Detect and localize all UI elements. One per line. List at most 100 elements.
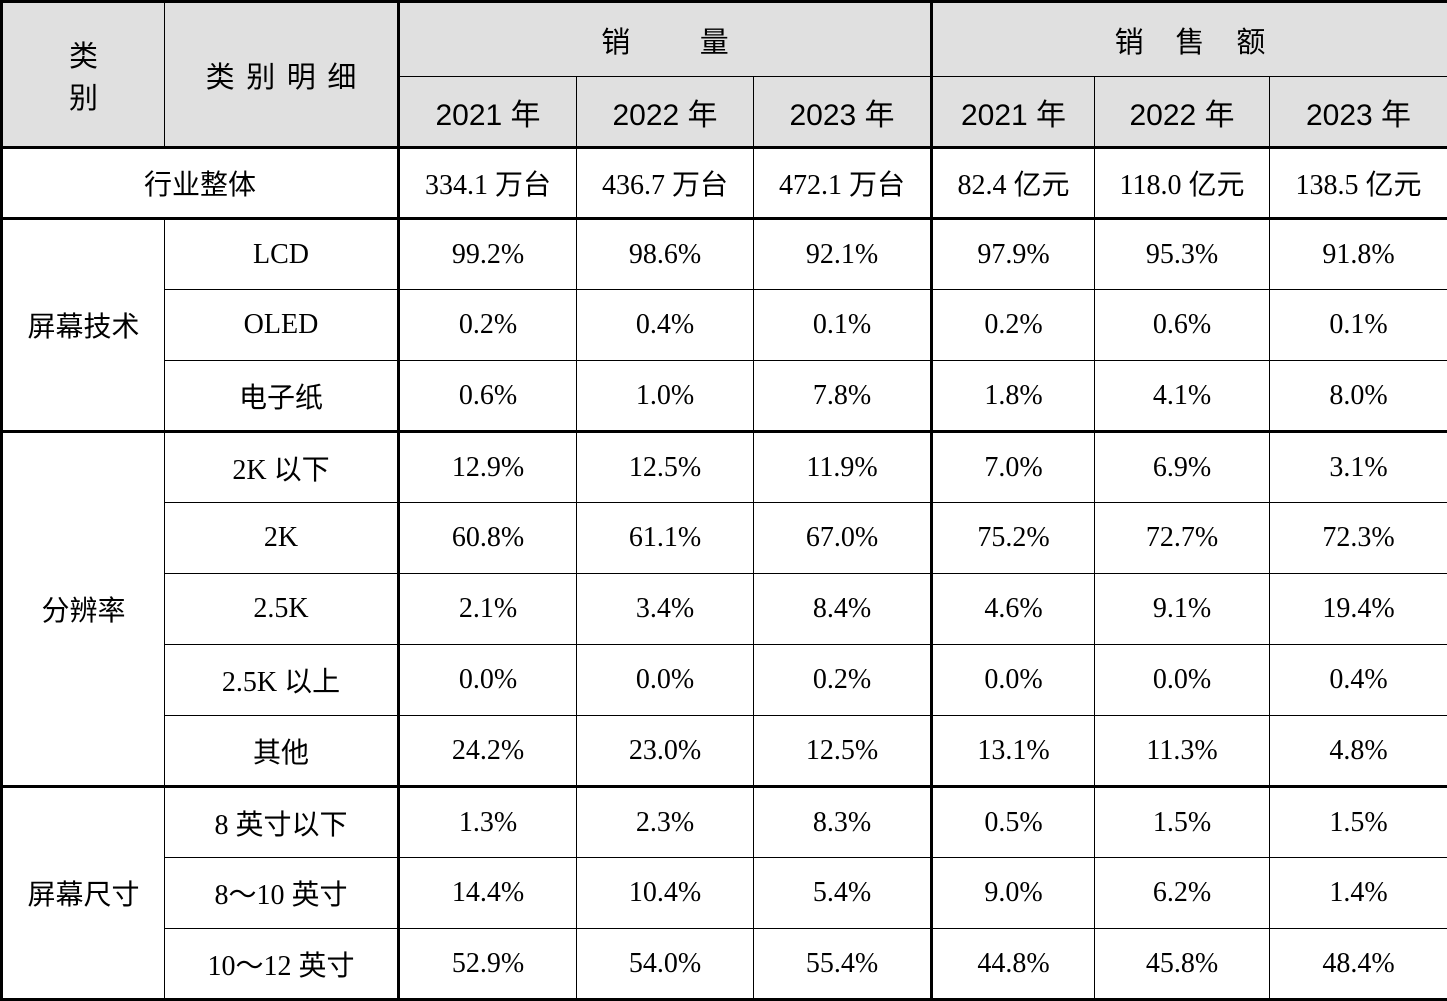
section-category-screen-size: 屏幕尺寸 [2,787,165,1000]
table-row: 分辨率 2K 以下 12.9% 12.5% 11.9% 7.0% 6.9% 3.… [2,432,1447,503]
value-cell: 72.7% [1095,503,1270,574]
value-cell: 92.1% [754,219,932,290]
value-cell: 11.9% [754,432,932,503]
value-cell: 52.9% [399,929,577,1000]
value-cell: 7.0% [932,432,1095,503]
header-year-volume-2023: 2023 年 [754,77,932,148]
value-cell: 12.9% [399,432,577,503]
value-cell: 1.5% [1095,787,1270,858]
detail-cell: 2K [165,503,399,574]
value-cell: 0.1% [754,290,932,361]
detail-cell: 其他 [165,716,399,787]
detail-cell: 电子纸 [165,361,399,432]
value-cell: 24.2% [399,716,577,787]
value-cell: 12.5% [577,432,754,503]
value-cell: 9.1% [1095,574,1270,645]
value-cell: 0.1% [1270,290,1447,361]
value-cell: 0.4% [1270,645,1447,716]
value-cell: 10.4% [577,858,754,929]
value-cell: 8.0% [1270,361,1447,432]
value-cell: 1.5% [1270,787,1447,858]
industry-overall-label: 行业整体 [2,148,399,219]
value-cell: 0.0% [399,645,577,716]
detail-cell: 8～10 英寸 [165,858,399,929]
detail-cell: 10～12 英寸 [165,929,399,1000]
value-cell: 1.0% [577,361,754,432]
table-row: 10～12 英寸 52.9% 54.0% 55.4% 44.8% 45.8% 4… [2,929,1447,1000]
table-row: 2.5K 2.1% 3.4% 8.4% 4.6% 9.1% 19.4% [2,574,1447,645]
value-cell: 0.6% [399,361,577,432]
value-cell: 7.8% [754,361,932,432]
section-category-resolution: 分辨率 [2,432,165,787]
value-cell: 1.4% [1270,858,1447,929]
table-row: 2.5K 以上 0.0% 0.0% 0.2% 0.0% 0.0% 0.4% [2,645,1447,716]
value-cell: 13.1% [932,716,1095,787]
header-year-amount-2022: 2022 年 [1095,77,1270,148]
value-cell: 334.1 万台 [399,148,577,219]
value-cell: 472.1 万台 [754,148,932,219]
table-row: OLED 0.2% 0.4% 0.1% 0.2% 0.6% 0.1% [2,290,1447,361]
value-cell: 0.0% [577,645,754,716]
value-cell: 8.4% [754,574,932,645]
table-row: 屏幕技术 LCD 99.2% 98.6% 92.1% 97.9% 95.3% 9… [2,219,1447,290]
detail-cell: 2.5K [165,574,399,645]
value-cell: 0.0% [1095,645,1270,716]
value-cell: 8.3% [754,787,932,858]
value-cell: 0.2% [754,645,932,716]
section-category-screen-technology: 屏幕技术 [2,219,165,432]
detail-cell: 2.5K 以上 [165,645,399,716]
value-cell: 12.5% [754,716,932,787]
table-row: 电子纸 0.6% 1.0% 7.8% 1.8% 4.1% 8.0% [2,361,1447,432]
value-cell: 1.8% [932,361,1095,432]
table-row: 其他 24.2% 23.0% 12.5% 13.1% 11.3% 4.8% [2,716,1447,787]
value-cell: 118.0 亿元 [1095,148,1270,219]
value-cell: 9.0% [932,858,1095,929]
value-cell: 97.9% [932,219,1095,290]
value-cell: 67.0% [754,503,932,574]
value-cell: 3.4% [577,574,754,645]
value-cell: 61.1% [577,503,754,574]
table-row: 屏幕尺寸 8 英寸以下 1.3% 2.3% 8.3% 0.5% 1.5% 1.5… [2,787,1447,858]
value-cell: 54.0% [577,929,754,1000]
detail-cell: 2K 以下 [165,432,399,503]
value-cell: 44.8% [932,929,1095,1000]
table-row: 8～10 英寸 14.4% 10.4% 5.4% 9.0% 6.2% 1.4% [2,858,1447,929]
header-group-sales-volume: 销量 [399,2,932,77]
value-cell: 95.3% [1095,219,1270,290]
value-cell: 45.8% [1095,929,1270,1000]
header-group-sales-amount: 销售额 [932,2,1447,77]
value-cell: 91.8% [1270,219,1447,290]
industry-overall-row: 行业整体 334.1 万台 436.7 万台 472.1 万台 82.4 亿元 … [2,148,1447,219]
value-cell: 138.5 亿元 [1270,148,1447,219]
value-cell: 75.2% [932,503,1095,574]
value-cell: 6.9% [1095,432,1270,503]
value-cell: 14.4% [399,858,577,929]
value-cell: 4.1% [1095,361,1270,432]
header-row-groups: 类别 类别明细 销量 销售额 [2,2,1447,77]
value-cell: 11.3% [1095,716,1270,787]
table-row: 2K 60.8% 61.1% 67.0% 75.2% 72.7% 72.3% [2,503,1447,574]
value-cell: 55.4% [754,929,932,1000]
detail-cell: LCD [165,219,399,290]
header-year-volume-2021: 2021 年 [399,77,577,148]
value-cell: 4.8% [1270,716,1447,787]
detail-cell: 8 英寸以下 [165,787,399,858]
header-category-detail: 类别明细 [165,2,399,148]
value-cell: 19.4% [1270,574,1447,645]
value-cell: 0.0% [932,645,1095,716]
value-cell: 0.2% [399,290,577,361]
value-cell: 0.5% [932,787,1095,858]
value-cell: 48.4% [1270,929,1447,1000]
value-cell: 0.2% [932,290,1095,361]
value-cell: 6.2% [1095,858,1270,929]
value-cell: 5.4% [754,858,932,929]
value-cell: 72.3% [1270,503,1447,574]
value-cell: 99.2% [399,219,577,290]
detail-cell: OLED [165,290,399,361]
value-cell: 0.6% [1095,290,1270,361]
value-cell: 60.8% [399,503,577,574]
value-cell: 3.1% [1270,432,1447,503]
value-cell: 82.4 亿元 [932,148,1095,219]
header-category: 类别 [2,2,165,148]
